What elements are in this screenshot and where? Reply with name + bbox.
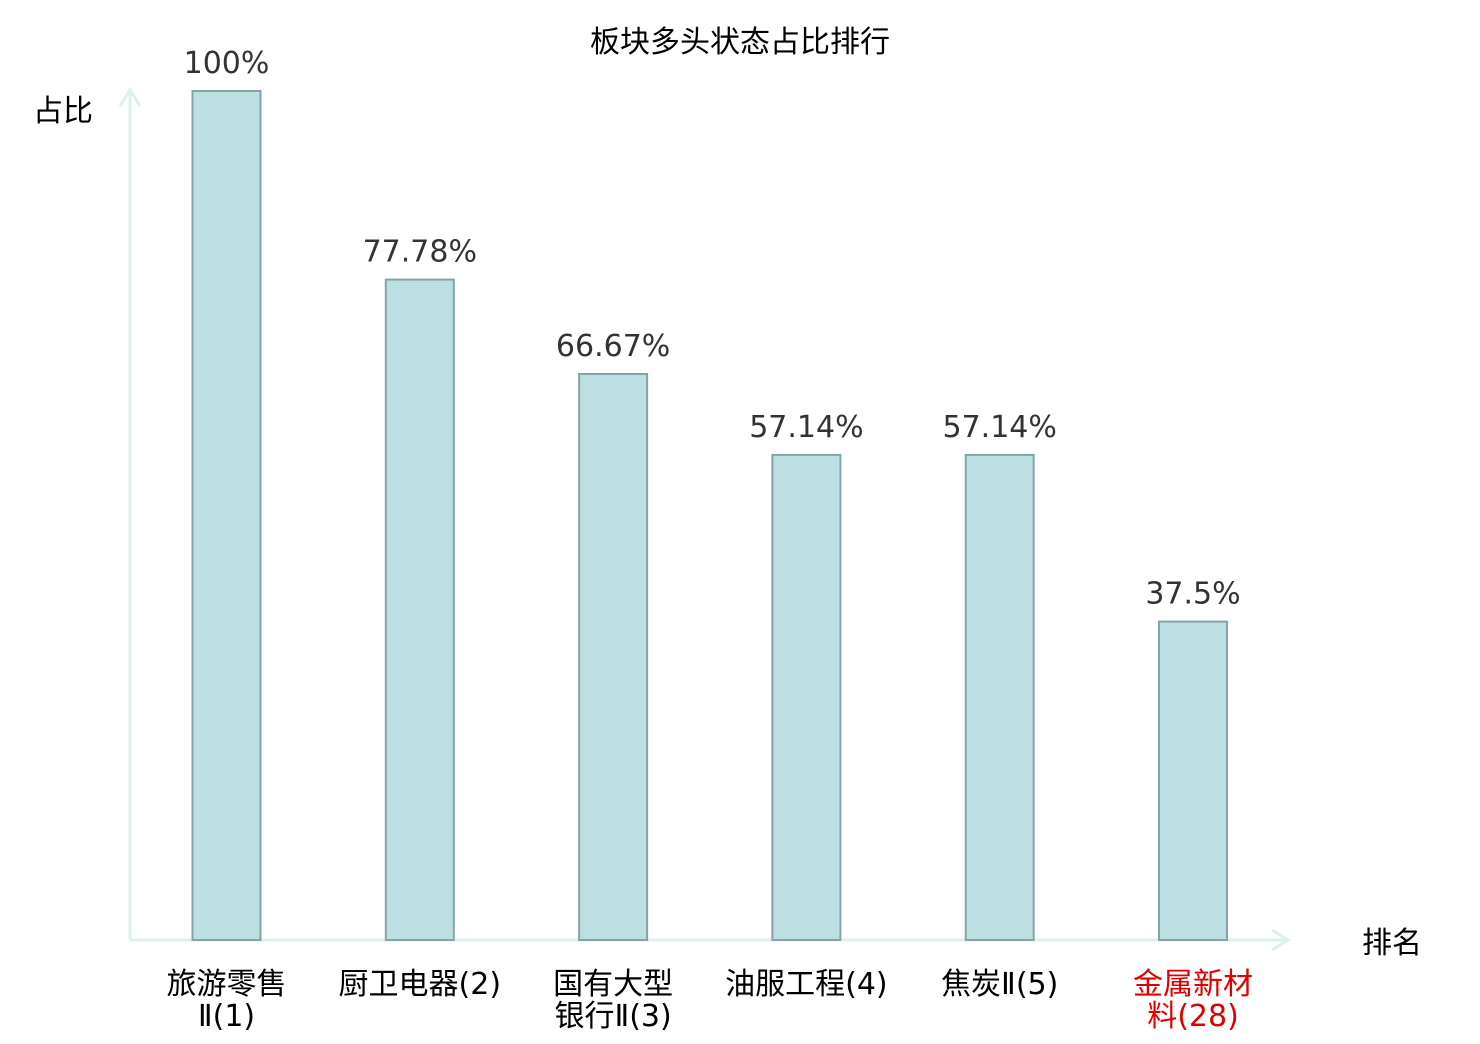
- bar-value-label: 57.14%: [749, 410, 863, 445]
- bar-value-label: 100%: [184, 46, 270, 81]
- category-label-line: 料(28): [1147, 999, 1239, 1034]
- category-label: 国有大型银行Ⅱ(3): [553, 967, 673, 1034]
- bar: [578, 373, 649, 941]
- axes: [118, 87, 1291, 952]
- bar: [1158, 620, 1228, 941]
- bar: [964, 453, 1035, 941]
- x-axis-arrow: [1271, 928, 1291, 952]
- x-axis-label: 排名: [1362, 926, 1422, 961]
- category-label-line: 油服工程(4): [725, 967, 888, 1002]
- category-label: 金属新材料(28): [1133, 967, 1253, 1034]
- category-label-line: 金属新材: [1133, 967, 1253, 1002]
- category-label: 焦炭Ⅱ(5): [941, 967, 1058, 1002]
- bar-value-label: 37.5%: [1145, 577, 1240, 612]
- chart-title: 板块多头状态占比排行: [590, 25, 890, 60]
- category-label: 油服工程(4): [725, 967, 888, 1002]
- category-label: 旅游零售 Ⅱ(1): [167, 967, 287, 1034]
- bar: [384, 278, 455, 942]
- category-label-line: 厨卫电器(2): [339, 967, 502, 1002]
- category-label-line: 焦炭Ⅱ(5): [941, 967, 1058, 1002]
- bar-series: [191, 90, 1228, 942]
- y-axis-arrow: [118, 87, 142, 107]
- bar: [191, 90, 262, 941]
- category-labels: 旅游零售 Ⅱ(1) 厨卫电器(2) 国有大型银行Ⅱ(3) 油服工程(4) 焦炭Ⅱ(5) 金属…: [167, 967, 1254, 1034]
- category-label-line: 银行Ⅱ(3): [554, 999, 671, 1034]
- bar-value-label: 66.67%: [556, 329, 670, 364]
- bar-value-label: 77.78%: [363, 235, 477, 270]
- category-label: 厨卫电器(2): [339, 967, 502, 1002]
- category-label-line: 旅游零售: [167, 967, 287, 1002]
- bar: [771, 453, 842, 941]
- value-labels: 100% 77.78% 66.67% 57.14% 57.14% 37.5%: [184, 46, 1241, 612]
- category-label-line: Ⅱ(1): [198, 999, 255, 1034]
- category-label-line: 国有大型: [553, 967, 673, 1002]
- y-axis-label: 占比: [33, 94, 93, 129]
- bar-value-label: 57.14%: [943, 410, 1057, 445]
